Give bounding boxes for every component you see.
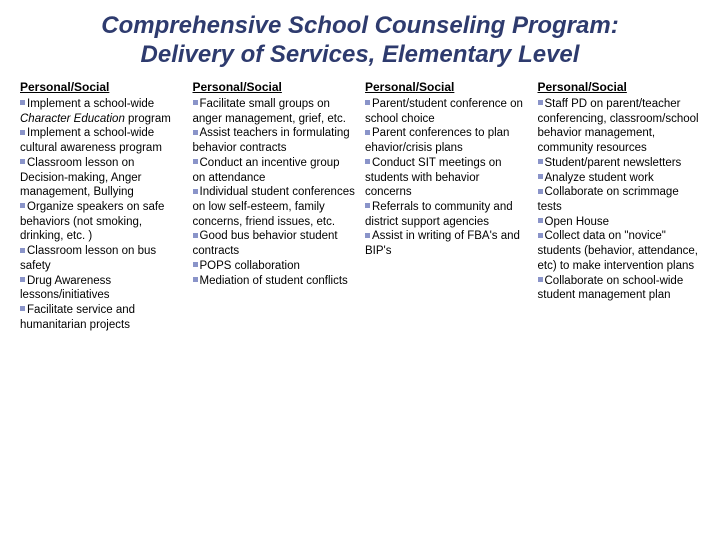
column-4: Personal/Social Staff PD on parent/teach… (538, 80, 701, 333)
bullet-square-icon (538, 159, 543, 164)
bullet-square-icon (365, 203, 370, 208)
bullet-square-icon (538, 189, 543, 194)
bullet-item: Conduct an incentive group on attendance (193, 156, 356, 185)
bullet-item: Assist in writing of FBA's and BIP's (365, 229, 528, 258)
bullet-square-icon (193, 130, 198, 135)
bullet-square-icon (20, 277, 25, 282)
bullet-item: Referrals to community and district supp… (365, 200, 528, 229)
bullet-item: Facilitate service and humanitarian proj… (20, 303, 183, 332)
bullet-item: Classroom lesson on Decision-making, Ang… (20, 156, 183, 200)
bullet-square-icon (365, 233, 370, 238)
bullet-item: Individual student conferences on low se… (193, 185, 356, 229)
bullet-square-icon (20, 159, 25, 164)
column-body: Implement a school-wide Character Educat… (20, 97, 183, 333)
bullet-item: Student/parent newsletters (538, 156, 701, 171)
slide-title: Comprehensive School Counseling Program:… (54, 12, 666, 70)
bullet-square-icon (20, 130, 25, 135)
bullet-item: Facilitate small groups on anger managem… (193, 97, 356, 126)
bullet-item: Implement a school-wide cultural awarene… (20, 126, 183, 155)
bullet-square-icon (538, 174, 543, 179)
column-header: Personal/Social (20, 80, 183, 95)
bullet-square-icon (365, 130, 370, 135)
bullet-square-icon (538, 233, 543, 238)
column-header: Personal/Social (538, 80, 701, 95)
bullet-square-icon (193, 277, 198, 282)
bullet-item: Parent/student conference on school choi… (365, 97, 528, 126)
bullet-square-icon (20, 100, 25, 105)
column-3: Personal/Social Parent/student conferenc… (365, 80, 528, 333)
italic-text: Character Education (20, 113, 125, 125)
bullet-item: Conduct SIT meetings on students with be… (365, 156, 528, 200)
bullet-square-icon (365, 100, 370, 105)
bullet-square-icon (193, 100, 198, 105)
bullet-square-icon (193, 159, 198, 164)
column-body: Staff PD on parent/teacher conferencing,… (538, 97, 701, 303)
bullet-square-icon (538, 277, 543, 282)
bullet-square-icon (538, 218, 543, 223)
bullet-square-icon (193, 262, 198, 267)
bullet-square-icon (193, 189, 198, 194)
bullet-item: Collaborate on scrimmage tests (538, 185, 701, 214)
column-body: Facilitate small groups on anger managem… (193, 97, 356, 288)
bullet-item: Implement a school-wide Character Educat… (20, 97, 183, 126)
bullet-item: Analyze student work (538, 171, 701, 186)
content-columns: Personal/Social Implement a school-wide … (20, 80, 700, 333)
column-header: Personal/Social (193, 80, 356, 95)
bullet-square-icon (20, 248, 25, 253)
bullet-item: Open House (538, 215, 701, 230)
bullet-item: Collaborate on school-wide student manag… (538, 274, 701, 303)
column-1: Personal/Social Implement a school-wide … (20, 80, 183, 333)
bullet-item: Mediation of student conflicts (193, 274, 356, 289)
column-body: Parent/student conference on school choi… (365, 97, 528, 259)
bullet-square-icon (20, 306, 25, 311)
bullet-item: Parent conferences to plan ehavior/crisi… (365, 126, 528, 155)
bullet-square-icon (365, 159, 370, 164)
column-header: Personal/Social (365, 80, 528, 95)
column-2: Personal/Social Facilitate small groups … (193, 80, 356, 333)
bullet-item: Classroom lesson on bus safety (20, 244, 183, 273)
bullet-item: Drug Awareness lessons/initiatives (20, 274, 183, 303)
bullet-item: Good bus behavior student contracts (193, 229, 356, 258)
bullet-item: Organize speakers on safe behaviors (not… (20, 200, 183, 244)
bullet-square-icon (20, 203, 25, 208)
bullet-square-icon (538, 100, 543, 105)
bullet-item: Staff PD on parent/teacher conferencing,… (538, 97, 701, 156)
bullet-square-icon (193, 233, 198, 238)
bullet-item: POPS collaboration (193, 259, 356, 274)
bullet-item: Collect data on "novice" students (behav… (538, 229, 701, 273)
bullet-item: Assist teachers in formulating behavior … (193, 126, 356, 155)
